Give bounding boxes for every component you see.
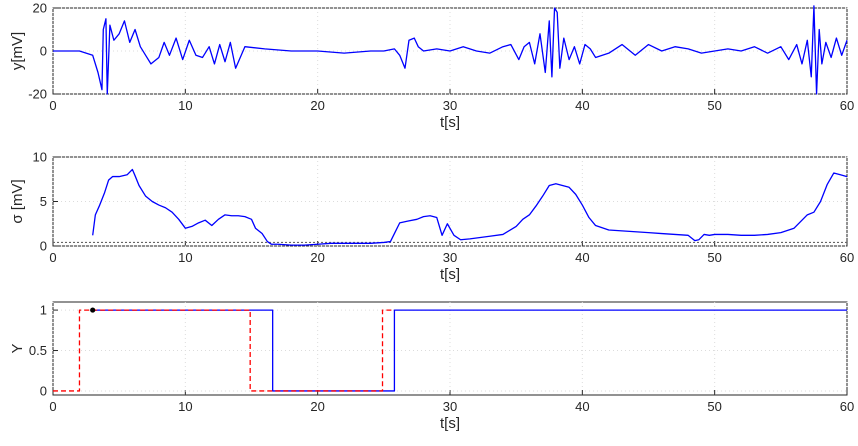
x-tick-label: 10 xyxy=(178,98,192,113)
y-tick-label: 1 xyxy=(40,303,47,318)
x-axis-label: t[s] xyxy=(440,415,460,432)
x-tick-label: 0 xyxy=(49,250,56,265)
y-tick-label: -20 xyxy=(28,87,47,102)
x-tick-label: 10 xyxy=(178,250,192,265)
y-tick-label: 0.5 xyxy=(29,343,47,358)
x-tick-label: 30 xyxy=(443,98,457,113)
x-tick-label: 0 xyxy=(49,98,56,113)
series-line-1 xyxy=(92,168,848,246)
series-line-1 xyxy=(53,5,848,95)
panel-2: 0 10 20 30 40 50 60 0 5 10 t[s] σ [mV] xyxy=(9,150,854,284)
x-tick-label: 60 xyxy=(840,399,854,414)
x-tick-label: 0 xyxy=(49,399,56,414)
y-axis-label: σ [mV] xyxy=(9,179,26,223)
x-tick-label: 20 xyxy=(310,399,324,414)
x-tick-label: 30 xyxy=(443,399,457,414)
panel-3: 0 10 20 30 40 50 60 0 0.5 1 t[s] Y xyxy=(9,301,854,432)
x-tick-label: 10 xyxy=(178,399,192,414)
y-tick-label: 0 xyxy=(40,239,47,254)
x-axis-label: t[s] xyxy=(440,266,460,283)
series-line-2 xyxy=(53,309,395,392)
x-tick-label: 40 xyxy=(575,399,589,414)
x-tick-label: 60 xyxy=(840,250,854,265)
y-axis-label: y[mV] xyxy=(9,32,26,70)
x-tick-label: 50 xyxy=(707,250,721,265)
x-tick-label: 20 xyxy=(310,98,324,113)
y-tick-label: 0 xyxy=(40,383,47,398)
y-tick-label: 10 xyxy=(33,150,47,165)
x-tick-label: 40 xyxy=(575,98,589,113)
y-tick-label: 0 xyxy=(40,44,47,59)
x-tick-label: 50 xyxy=(707,399,721,414)
y-axis-label: Y xyxy=(9,343,26,353)
x-tick-label: 20 xyxy=(310,250,324,265)
x-tick-label: 60 xyxy=(840,98,854,113)
axes-box xyxy=(52,301,848,396)
y-tick-label: 5 xyxy=(40,194,47,209)
x-tick-label: 40 xyxy=(575,250,589,265)
x-tick-label: 30 xyxy=(443,250,457,265)
data-point-marker xyxy=(90,307,96,313)
x-tick-label: 50 xyxy=(707,98,721,113)
y-tick-label: 20 xyxy=(33,1,47,16)
x-axis-label: t[s] xyxy=(440,114,460,131)
